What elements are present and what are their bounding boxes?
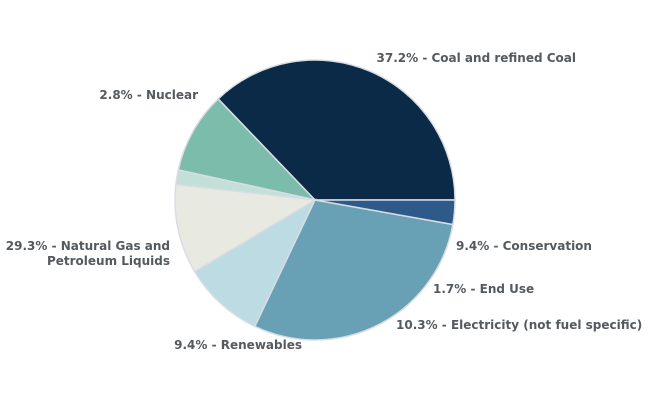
pie-slices (174, 59, 456, 341)
slice-label: 9.4% - Renewables (174, 338, 302, 352)
pie-slice (253, 199, 454, 341)
pie-labels: 37.2% - Coal and refined Coal 9.4% - Cons… (6, 51, 642, 352)
slice-label: 1.7% - End Use (433, 282, 534, 296)
pie-slice (177, 97, 318, 202)
slice-label: 29.3% - Natural Gas and Petroleum Liquids (6, 239, 170, 268)
slice-label: 2.8% - Nuclear (99, 88, 198, 102)
slice-label: 37.2% - Coal and refined Coal (377, 51, 576, 65)
pie-slice (174, 183, 318, 273)
slice-label: 9.4% - Conservation (456, 239, 592, 253)
pie-slice (193, 198, 317, 328)
slice-label: 10.3% - Electricity (not fuel specific) (396, 318, 642, 332)
pie-slice (314, 199, 456, 226)
pie-slice (217, 59, 456, 201)
